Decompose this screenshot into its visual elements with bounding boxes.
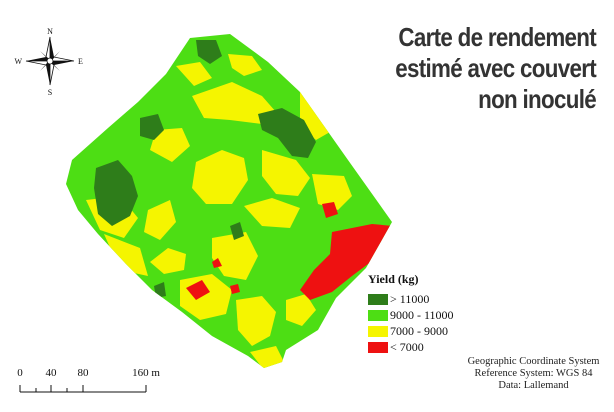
coordinate-system-text: Geographic Coordinate System bbox=[467, 356, 600, 367]
map-title-line-2: estimé avec couvert bbox=[395, 53, 596, 83]
map-title-line-3: non inoculé bbox=[478, 84, 597, 114]
zone-dark-green bbox=[94, 40, 316, 298]
reference-system-text: Reference System: WGS 84 bbox=[474, 368, 593, 379]
legend-swatch-high bbox=[368, 293, 388, 305]
legend-label-low: < 7000 bbox=[390, 339, 424, 354]
map-title: Carte de rendement estimé avec couvert n… bbox=[355, 22, 596, 115]
compass-west-label: W bbox=[14, 57, 22, 66]
scale-tick-0: 0 bbox=[17, 367, 23, 379]
legend-swatch-medium-high bbox=[368, 309, 388, 321]
legend-item-low: < 7000 bbox=[368, 339, 454, 355]
data-source-text: Data: Lallemand bbox=[498, 380, 569, 391]
legend-swatch-low bbox=[368, 341, 388, 353]
legend-swatch-medium bbox=[368, 325, 388, 337]
compass-south-label: S bbox=[48, 88, 52, 97]
legend-item-medium: 7000 - 9000 bbox=[368, 323, 454, 339]
compass-north-label: N bbox=[47, 27, 53, 36]
legend-label-high: > 11000 bbox=[390, 291, 430, 306]
legend: Yield (kg) > 11000 9000 - 11000 7000 - 9… bbox=[368, 272, 454, 355]
scale-tick-80: 80 bbox=[78, 367, 90, 379]
legend-item-medium-high: 9000 - 11000 bbox=[368, 307, 454, 323]
scale-tick-40: 40 bbox=[46, 367, 58, 379]
zone-red bbox=[186, 202, 392, 300]
compass-rose-icon: N S E W bbox=[14, 27, 83, 97]
scale-bar: 0 40 80 160 m bbox=[17, 367, 160, 393]
scale-tick-160: 160 m bbox=[132, 367, 160, 379]
legend-title: Yield (kg) bbox=[368, 272, 419, 286]
legend-label-medium-high: 9000 - 11000 bbox=[390, 307, 454, 322]
legend-item-high: > 11000 bbox=[368, 291, 454, 307]
map-title-line-1: Carte de rendement bbox=[398, 22, 596, 52]
legend-label-medium: 7000 - 9000 bbox=[390, 323, 448, 338]
map-info: Geographic Coordinate System Reference S… bbox=[406, 356, 606, 392]
compass-east-label: E bbox=[78, 57, 83, 66]
